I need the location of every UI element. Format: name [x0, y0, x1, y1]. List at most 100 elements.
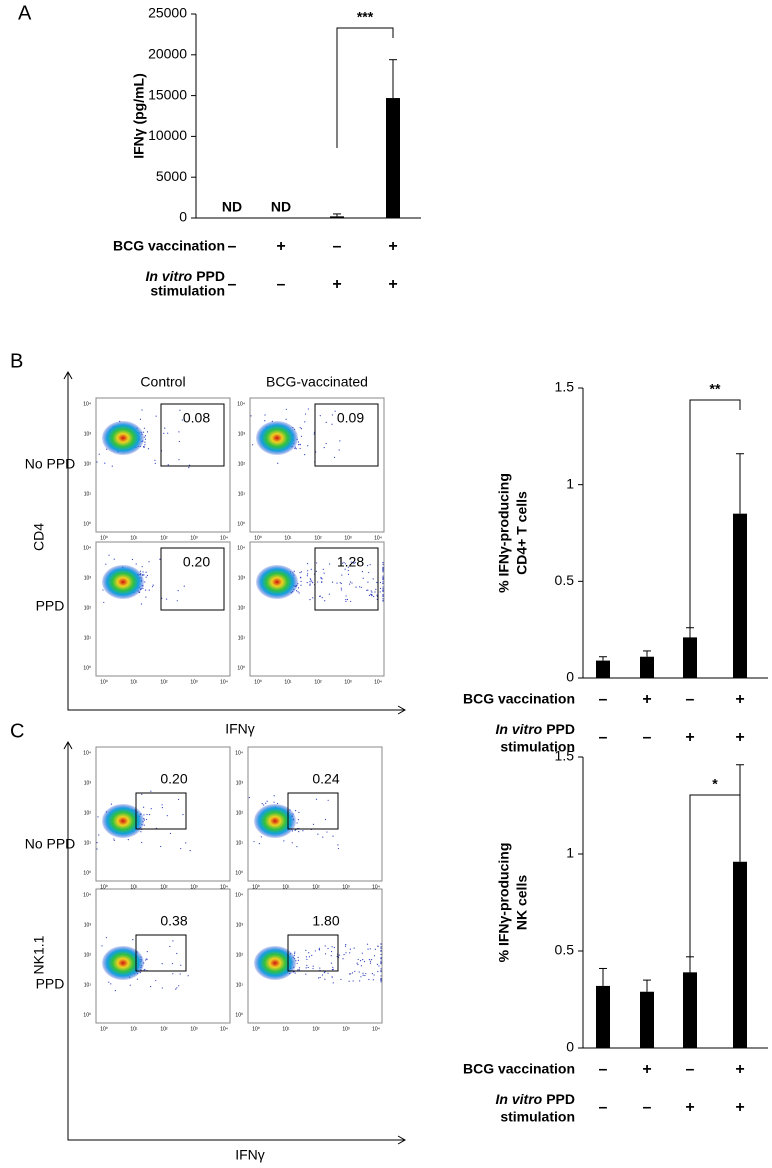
decade-label: 10¹: [236, 982, 244, 988]
event-dot: [339, 440, 341, 442]
event-dot: [101, 945, 103, 947]
gate-value: 0.24: [312, 771, 339, 787]
event-dot: [307, 570, 309, 572]
event-dot: [340, 589, 343, 591]
bar: [330, 216, 344, 218]
event-dot: [330, 950, 333, 953]
event-dot: [351, 972, 354, 974]
event-dot: [371, 591, 373, 593]
event-dot: [347, 566, 349, 568]
decade-label: 10⁴: [220, 1026, 228, 1032]
event-dot: [331, 581, 334, 583]
event-dot: [132, 939, 134, 941]
decade-label: 10⁴: [83, 892, 91, 898]
event-dot: [382, 582, 384, 585]
density-cloud: [254, 804, 296, 838]
decade-label: 10¹: [130, 1026, 138, 1032]
event-dot: [367, 589, 369, 591]
event-dot: [111, 465, 113, 467]
event-dot: [145, 596, 147, 598]
event-dot: [277, 462, 279, 464]
event-dot: [305, 967, 307, 969]
event-dot: [113, 838, 115, 840]
bar: [640, 656, 654, 678]
event-dot: [365, 972, 367, 975]
gate: [135, 934, 187, 972]
event-dot: [297, 591, 299, 593]
event-dot: [306, 573, 309, 575]
event-dot: [377, 971, 379, 973]
event-dot: [334, 410, 336, 412]
flow-x-label: IFNγ: [225, 721, 255, 737]
event-dot: [176, 600, 178, 602]
condition-sign: –: [333, 238, 342, 255]
event-dot: [380, 943, 382, 945]
event-dot: [374, 948, 376, 950]
event-dot: [96, 848, 98, 850]
event-dot: [172, 973, 174, 975]
event-dot: [336, 582, 338, 584]
gate: [287, 792, 339, 830]
event-dot: [310, 579, 312, 581]
decade-label: 10³: [190, 679, 198, 685]
bar: [733, 861, 747, 1048]
event-dot: [154, 459, 156, 461]
event-dot: [382, 590, 384, 592]
decade-label: 10⁰: [252, 1026, 260, 1032]
event-dot: [344, 568, 346, 570]
condition-label: BCG vaccination: [463, 1061, 575, 1077]
event-dot: [324, 953, 327, 955]
event-dot: [148, 589, 150, 591]
density-cloud: [254, 946, 296, 980]
event-dot: [113, 839, 115, 842]
y-tick-label: 1: [566, 845, 574, 861]
event-dot: [345, 952, 347, 954]
event-dot: [359, 960, 362, 962]
event-dot: [315, 570, 317, 572]
event-dot: [376, 594, 378, 596]
event-dot: [373, 955, 376, 957]
event-dot: [372, 979, 374, 981]
event-dot: [371, 594, 373, 596]
event-dot: [283, 840, 285, 842]
event-dot: [309, 584, 311, 586]
bar: [386, 98, 400, 218]
event-dot: [332, 982, 334, 984]
decade-label: 10¹: [282, 884, 290, 890]
event-dot: [380, 970, 382, 972]
event-dot: [318, 948, 320, 950]
event-dot: [341, 574, 343, 576]
event-dot: [261, 803, 263, 805]
event-dot: [347, 569, 349, 572]
event-dot: [187, 975, 189, 977]
event-dot: [179, 409, 181, 411]
event-dot: [375, 588, 377, 590]
event-dot: [297, 819, 300, 821]
event-dot: [309, 581, 311, 583]
decade-label: 10¹: [238, 635, 246, 641]
y-tick-label: 5000: [156, 168, 187, 184]
event-dot: [338, 954, 341, 956]
event-dot: [382, 581, 384, 583]
event-dot: [339, 582, 341, 584]
event-dot: [298, 967, 301, 969]
decade-label: 10²: [312, 1026, 320, 1032]
event-dot: [321, 596, 323, 599]
event-dot: [167, 464, 169, 466]
event-dot: [356, 962, 358, 964]
event-dot: [324, 971, 326, 973]
event-dot: [293, 570, 295, 572]
event-dot: [382, 589, 384, 591]
event-dot: [103, 601, 105, 604]
gate-value: 0.09: [337, 410, 364, 426]
event-dot: [308, 956, 310, 958]
event-dot: [178, 431, 180, 433]
event-dot: [144, 968, 146, 971]
density-cloud: [102, 421, 144, 455]
event-dot: [146, 818, 148, 821]
event-dot: [306, 964, 308, 966]
event-dot: [150, 985, 152, 988]
condition-sign: –: [277, 276, 286, 293]
event-dot: [177, 590, 179, 592]
event-dot: [142, 806, 145, 808]
